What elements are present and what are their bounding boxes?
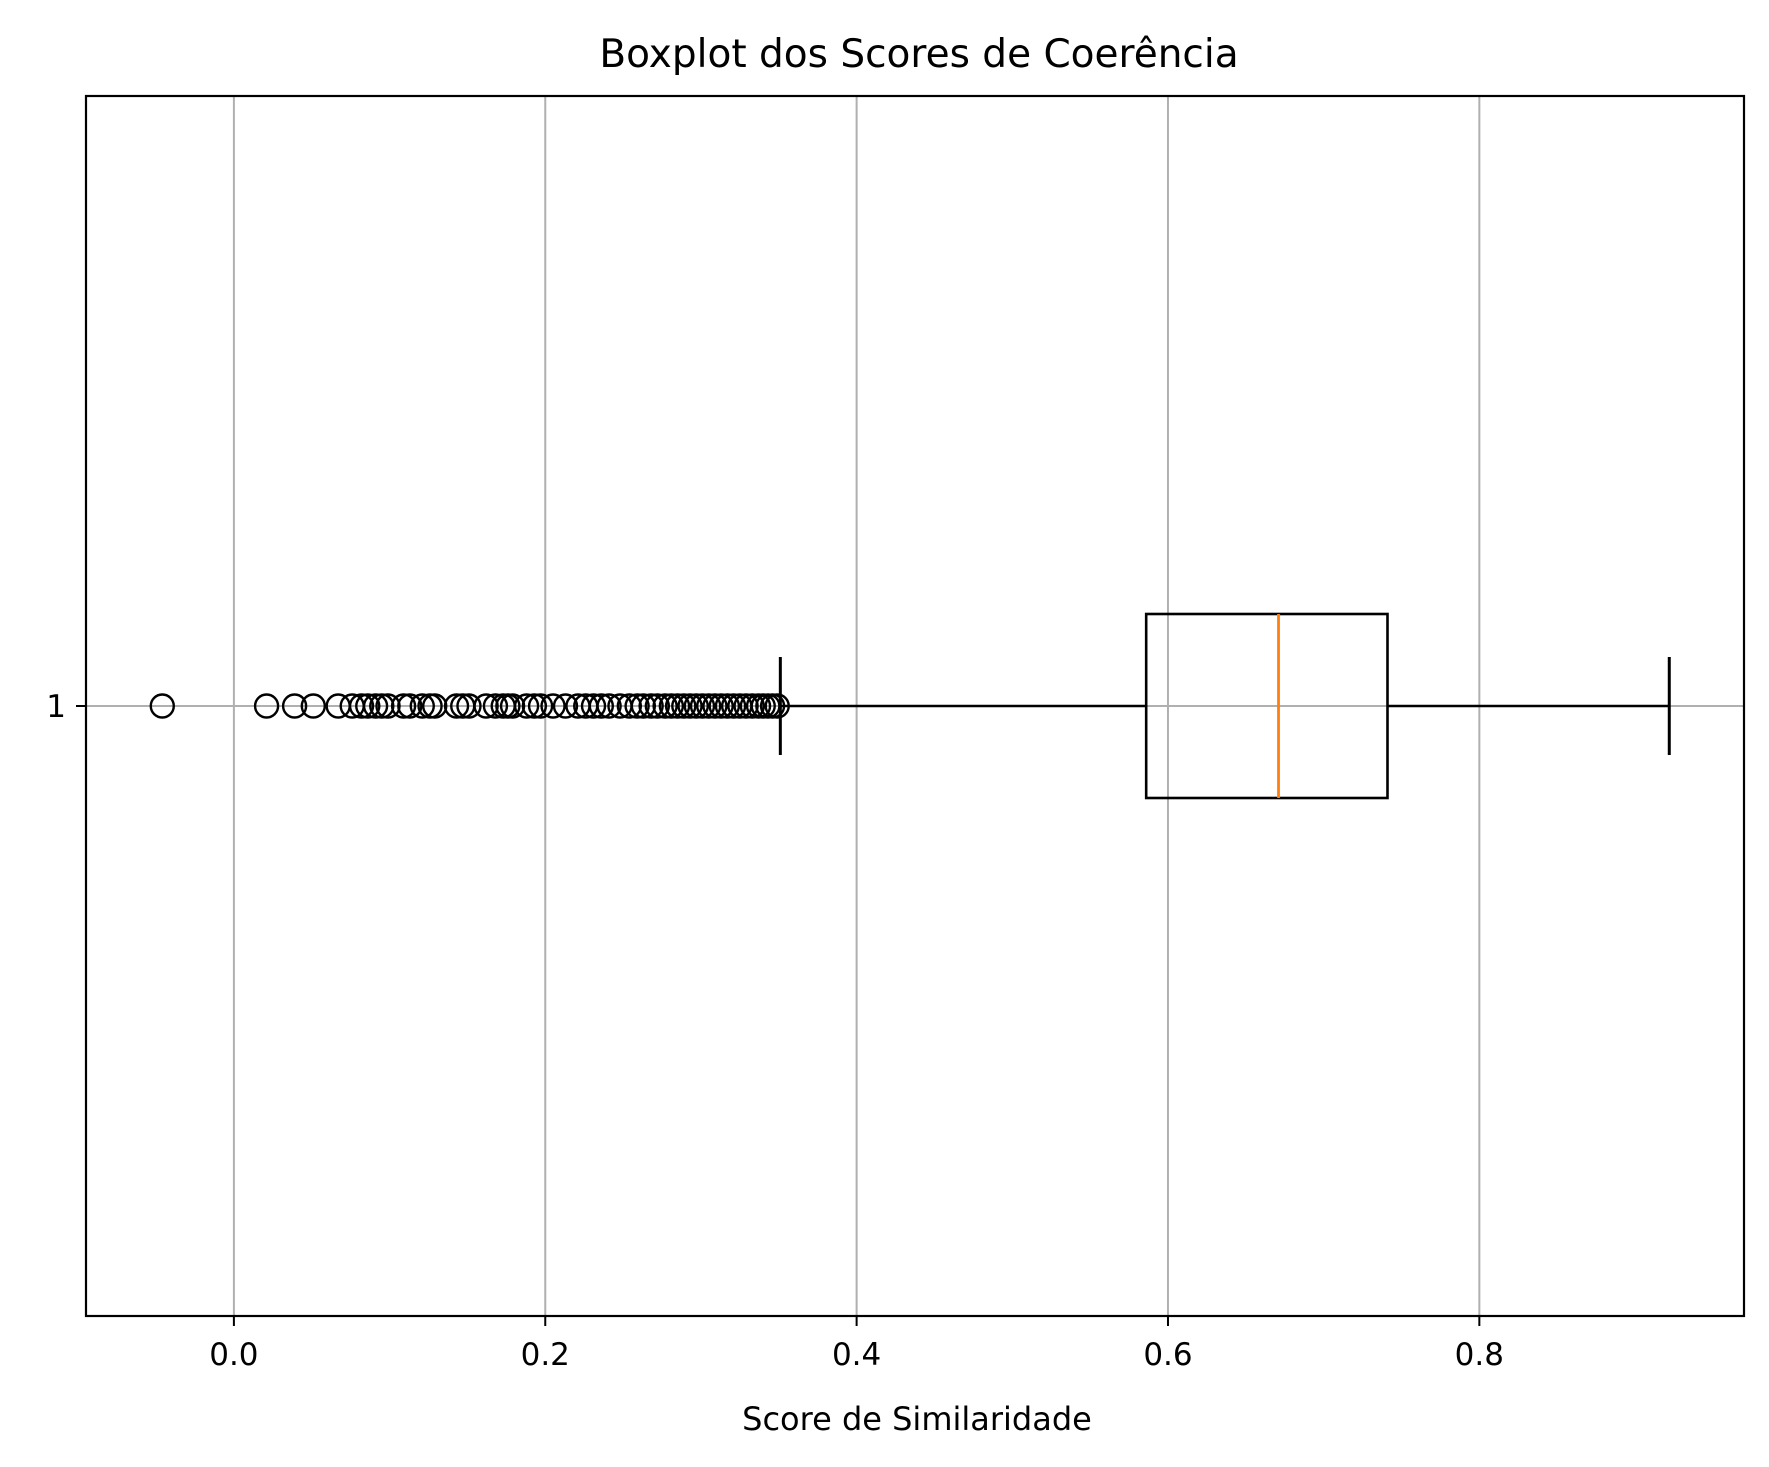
outlier-point bbox=[630, 693, 657, 719]
outlier-point bbox=[652, 693, 678, 719]
outlier-point bbox=[527, 693, 554, 719]
x-tick-label: 0.4 bbox=[832, 1337, 881, 1373]
outlier-point bbox=[409, 693, 435, 719]
outlier-point bbox=[616, 693, 643, 719]
y-tick-label: 1 bbox=[46, 689, 66, 725]
outlier-point bbox=[580, 693, 607, 719]
outlier-point bbox=[689, 693, 716, 719]
outlier-point bbox=[355, 693, 381, 719]
outlier-point bbox=[658, 693, 685, 719]
outlier-point bbox=[708, 693, 734, 719]
outlier-point bbox=[664, 693, 691, 719]
outlier-point bbox=[482, 693, 509, 719]
outlier-point bbox=[513, 693, 540, 719]
outlier-point bbox=[677, 693, 703, 719]
x-tick-label: 0.8 bbox=[1455, 1337, 1504, 1373]
outlier-point bbox=[397, 693, 423, 719]
outlier-point bbox=[300, 693, 326, 719]
x-tick-label: 0.6 bbox=[1143, 1337, 1192, 1373]
x-tick-label: 0.0 bbox=[209, 1337, 258, 1373]
outlier-point bbox=[714, 693, 741, 719]
outlier-point bbox=[588, 693, 615, 719]
outlier-point bbox=[683, 693, 709, 719]
outlier-point bbox=[764, 693, 790, 719]
outlier-point bbox=[443, 693, 470, 719]
outlier-point bbox=[624, 693, 650, 719]
outlier-point bbox=[422, 693, 448, 719]
outlier-point bbox=[521, 693, 548, 719]
outlier-point bbox=[473, 693, 499, 719]
outlier-point bbox=[375, 693, 401, 719]
plot-area bbox=[149, 612, 1671, 800]
outlier-point bbox=[362, 693, 389, 719]
outlier-point bbox=[149, 693, 175, 719]
iqr-box bbox=[1144, 612, 1389, 800]
outlier-point bbox=[644, 693, 671, 719]
outlier-point bbox=[733, 693, 759, 719]
outlier-point bbox=[540, 693, 566, 719]
outlier-point bbox=[671, 693, 697, 719]
outlier-point bbox=[369, 693, 395, 719]
chart-title: Boxplot dos Scores de Coerência bbox=[599, 32, 1238, 77]
axis-ticks: 0.0 0.2 0.4 0.6 0.8 1 bbox=[46, 689, 1504, 1373]
outlier-point bbox=[348, 693, 375, 719]
x-tick-label: 0.2 bbox=[521, 1337, 570, 1373]
outlier-point bbox=[702, 693, 728, 719]
outlier-point bbox=[720, 693, 747, 719]
outlier-point bbox=[456, 693, 482, 719]
outlier-point bbox=[638, 693, 664, 719]
x-axis-label: Score de Similaridade bbox=[742, 1400, 1092, 1438]
outlier-point bbox=[499, 693, 526, 719]
outlier-point bbox=[281, 693, 308, 719]
outlier-point bbox=[596, 693, 622, 719]
outlier-point bbox=[739, 693, 766, 719]
outlier-point bbox=[253, 693, 280, 719]
outlier-point bbox=[696, 693, 722, 719]
outlier-point bbox=[552, 693, 579, 719]
outlier-point bbox=[390, 693, 417, 719]
